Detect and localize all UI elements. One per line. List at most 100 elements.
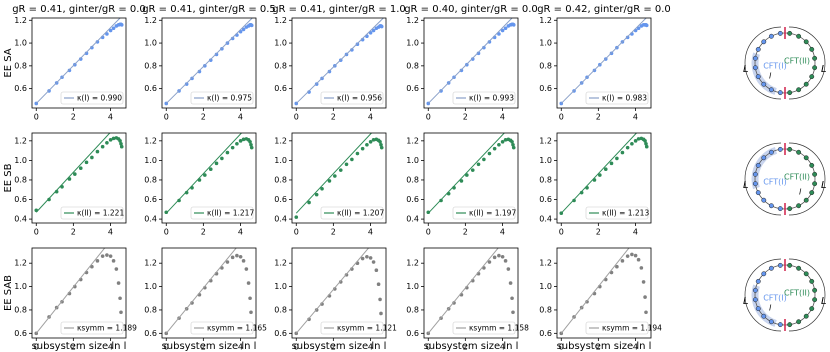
y-tick-label: 0.4 [539, 215, 552, 224]
site [787, 262, 793, 268]
x-tick-label: 2 [331, 343, 336, 352]
x-tick-label: 4 [633, 343, 638, 352]
axes-frame [161, 132, 257, 224]
x-tick-label: 2 [331, 228, 336, 237]
label-L: L [743, 180, 749, 191]
point [643, 295, 647, 299]
y-tick-label: 0.4 [14, 215, 27, 224]
axes-frame [423, 17, 519, 109]
y-tick-label: 0.8 [539, 175, 552, 184]
y-tick-label: 0.6 [14, 195, 27, 204]
point [503, 26, 508, 31]
y-tick-label: 1.2 [274, 16, 287, 25]
point [177, 198, 181, 203]
point [225, 260, 230, 264]
y-tick-label: 1.2 [144, 136, 157, 145]
site [768, 87, 774, 93]
arrow-arc [744, 26, 782, 100]
point [374, 268, 379, 273]
y-tick-label: 0.8 [406, 61, 419, 70]
fit-line [295, 18, 384, 104]
x-tick-label: 4 [368, 343, 373, 352]
point [95, 149, 100, 154]
point [497, 253, 501, 258]
plot [164, 18, 254, 106]
label-L: L [743, 296, 749, 307]
legend-label: κ(II) = 1.217 [207, 209, 254, 218]
y-tick-label: 0.6 [144, 195, 157, 204]
point [238, 254, 243, 259]
site [777, 322, 783, 328]
site [752, 297, 758, 303]
point [108, 28, 113, 33]
point [497, 142, 501, 147]
site [768, 203, 774, 209]
fit-line [35, 18, 121, 104]
y-tick-label: 1.2 [274, 136, 287, 145]
x-tick-label: 4 [238, 343, 243, 352]
legend-box [452, 206, 516, 220]
point [371, 28, 376, 33]
legend-box [320, 321, 384, 335]
y-tick-label: 0.8 [539, 305, 552, 314]
point [355, 42, 360, 47]
point [105, 32, 109, 36]
point [506, 267, 511, 271]
y-tick-label: 0.8 [406, 305, 419, 314]
y-tick-label: 1.2 [406, 16, 419, 25]
y-tick-label: 0.8 [274, 175, 287, 184]
axes-frame [423, 247, 519, 339]
point [333, 174, 337, 178]
point [643, 139, 647, 143]
point [203, 173, 207, 177]
legend-label: κsymm = 1.121 [337, 324, 397, 333]
site [755, 162, 761, 168]
fit-line [165, 248, 237, 334]
axes-frame [161, 247, 257, 339]
legend-label: κsymm = 1.189 [77, 324, 137, 333]
point [459, 68, 464, 73]
fit-line [560, 18, 647, 104]
site [809, 74, 815, 80]
point [379, 145, 384, 150]
fit-line [427, 248, 499, 334]
y-tick-label: 0.6 [274, 84, 287, 93]
subplot-title: gR = 0.41, ginter/gR = 0.0 [12, 4, 146, 15]
point [633, 253, 638, 258]
x-tick-label: 2 [201, 343, 206, 352]
legend-label: κsymm = 1.158 [469, 324, 529, 333]
site [761, 271, 767, 277]
legend-label: κ(I) = 0.993 [469, 94, 514, 103]
y-tick-label: 1.2 [406, 136, 419, 145]
y-tick-label: 1.0 [144, 39, 157, 48]
point [344, 162, 349, 167]
x-tick-label: 2 [463, 113, 468, 122]
y-tick-label: 0.6 [406, 84, 419, 93]
y-tick-label: 0.8 [274, 305, 287, 314]
point [625, 145, 630, 150]
y-tick-label: 1.0 [144, 156, 157, 165]
x-tick-label: 0 [34, 228, 39, 237]
y-axis-label: EE SB [3, 163, 14, 192]
point [350, 48, 354, 52]
site [752, 287, 758, 293]
point [220, 156, 224, 161]
x-tick-label: 4 [108, 113, 113, 122]
point [230, 255, 235, 260]
y-tick-label: 1.2 [274, 259, 287, 268]
x-tick-label: 4 [500, 228, 505, 237]
axes-frame [556, 17, 652, 109]
site [768, 33, 774, 39]
point [78, 166, 83, 171]
label-l: l [799, 188, 802, 197]
point [510, 296, 514, 301]
label-l: l [769, 72, 772, 81]
site [796, 87, 802, 93]
point [184, 82, 189, 86]
point [452, 301, 456, 305]
point [235, 141, 239, 146]
label-cft1: CFT(I) [763, 178, 787, 187]
point [90, 45, 94, 50]
y-tick-label: 1.0 [539, 39, 552, 48]
site [768, 149, 774, 155]
